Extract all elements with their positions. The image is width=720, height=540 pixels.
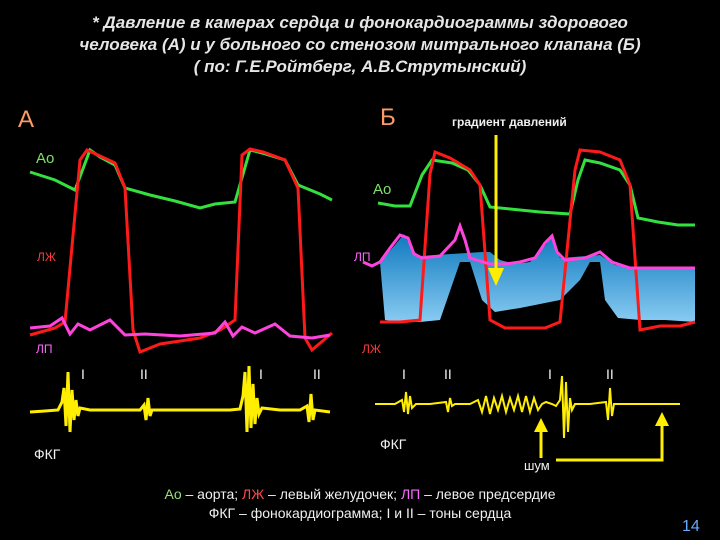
- panel-b-la-label: ЛП: [354, 250, 371, 264]
- legend-ao: Ао: [164, 486, 182, 502]
- slide-title: * Давление в камерах сердца и фонокардио…: [0, 12, 720, 78]
- panel-a-tone-2: II: [140, 366, 148, 382]
- noise-arrow-left-head: [534, 418, 548, 432]
- legend-la: ЛП: [400, 486, 421, 502]
- panel-a-la-curve: [29, 315, 331, 340]
- legend-fkg-text: – фонокардиограмма;: [235, 505, 387, 521]
- legend-lv: ЛЖ: [242, 486, 265, 502]
- legend-tone-ii: II: [405, 505, 414, 521]
- panel-b-ao-label: Ао: [373, 181, 392, 198]
- panel-b-lv-curve: [380, 148, 696, 332]
- panel-a-tone-1: I: [81, 366, 85, 382]
- legend-fkg: ФКГ: [208, 505, 236, 521]
- panel-a-fkg-trace: [29, 365, 331, 433]
- panel-a-tone-4: II: [313, 366, 321, 382]
- page-number: 14: [682, 518, 700, 535]
- panel-a-lv-curve: [29, 147, 333, 354]
- panel-a-fkg-label: ФКГ: [34, 446, 61, 462]
- panel-a-tone-3: I: [259, 366, 263, 382]
- panel-b-fkg-trace: [375, 375, 680, 439]
- legend-la-text: – левое предсердие: [420, 486, 556, 502]
- legend-tones-text: – тоны сердца: [413, 505, 512, 521]
- legend-line-2: ФКГ – фонокардиограмма; I и II – тоны се…: [0, 505, 720, 521]
- legend-and: и: [390, 505, 406, 521]
- gradient-label: градиент давлений: [452, 115, 567, 129]
- panel-a-ao-label: Ао: [36, 150, 55, 167]
- panel-b-tone-4: II: [606, 366, 614, 382]
- panel-b-tone-1: I: [402, 366, 406, 382]
- panel-b-aorta-curve: [377, 158, 695, 227]
- legend-lv-text: – левый желудочек;: [264, 486, 401, 502]
- panel-b-tone-2: II: [444, 366, 452, 382]
- title-line-3: ( по: Г.Е.Ройтберг, А.В.Струтынский): [193, 57, 527, 76]
- panel-a-letter: А: [18, 106, 35, 133]
- noise-arrow-right: [556, 424, 664, 462]
- panel-a-la-label: ЛП: [36, 342, 53, 356]
- noise-label: шум: [524, 458, 550, 473]
- title-line-2: человека (А) и у больного со стенозом ми…: [79, 35, 641, 54]
- gradient-arrow-head: [488, 268, 504, 286]
- title-line-1: * Давление в камерах сердца и фонокардио…: [92, 13, 628, 32]
- panel-b-fkg-label: ФКГ: [380, 436, 407, 452]
- panel-b-lv-label: ЛЖ: [362, 342, 381, 356]
- noise-arrow-right-head: [655, 412, 669, 426]
- panel-b-pressure-gradient-area: [380, 234, 695, 322]
- legend-line-1: Ао – аорта; ЛЖ – левый желудочек; ЛП – л…: [0, 486, 720, 502]
- panel-b-tone-3: I: [548, 366, 552, 382]
- legend-tone-i: I: [386, 505, 391, 521]
- panel-a-lv-label: ЛЖ: [37, 250, 56, 264]
- panel-b-letter: Б: [380, 104, 396, 131]
- legend-ao-text: – аорта;: [181, 486, 243, 502]
